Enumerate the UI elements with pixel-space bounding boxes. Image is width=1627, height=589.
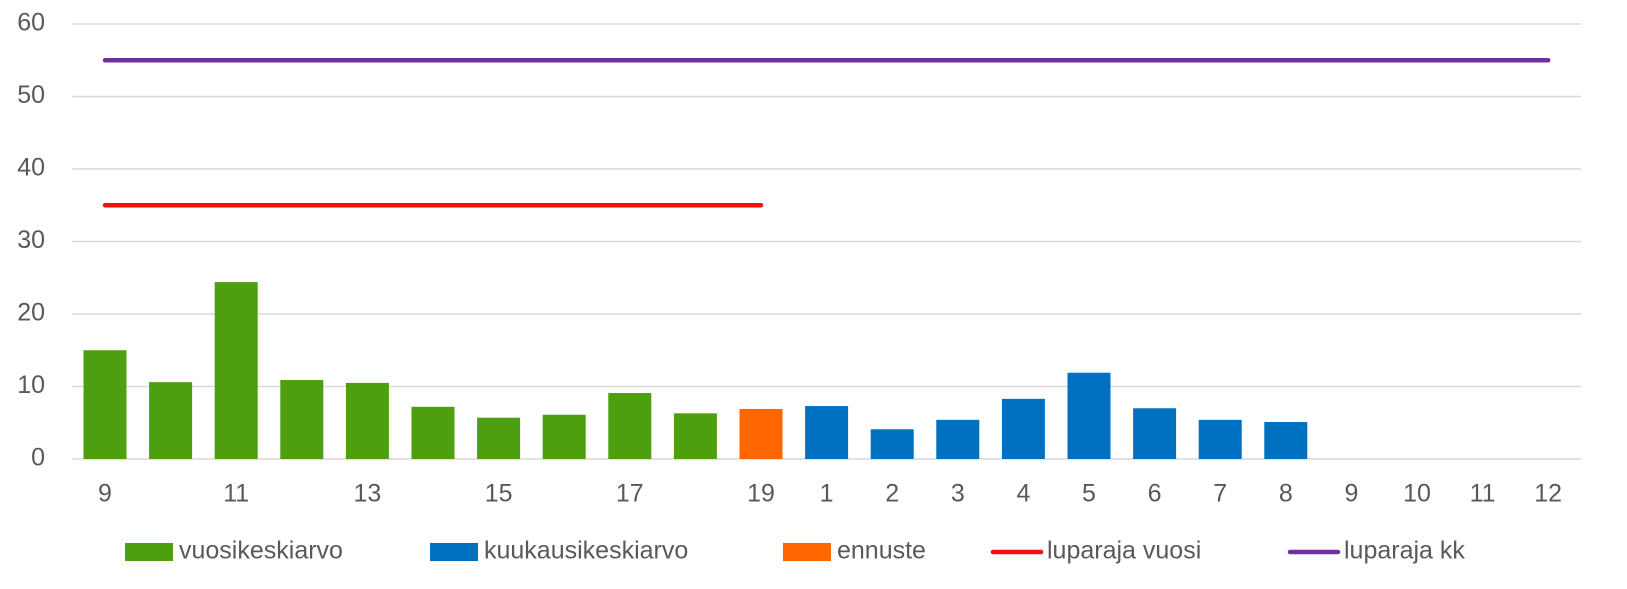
y-tick-label: 0 — [31, 444, 45, 472]
bar — [1067, 372, 1111, 459]
y-tick-label: 30 — [17, 226, 45, 254]
x-tick-label: 5 — [1082, 480, 1096, 508]
x-tick-label: 2 — [885, 480, 899, 508]
x-tick-label: 3 — [951, 480, 965, 508]
y-tick-label: 20 — [17, 299, 45, 327]
x-tick-label: 15 — [485, 480, 513, 508]
bar — [870, 429, 914, 459]
x-tick-label: 7 — [1213, 480, 1227, 508]
bar — [280, 379, 324, 459]
bar — [936, 419, 980, 459]
legend-label: ennuste — [837, 537, 926, 565]
x-tick-label: 17 — [616, 480, 644, 508]
legend-label: luparaja kk — [1344, 537, 1465, 565]
x-tick-label: 8 — [1279, 480, 1293, 508]
bar — [411, 406, 455, 459]
x-tick-label: 13 — [353, 480, 381, 508]
legend-label: luparaja vuosi — [1047, 537, 1201, 565]
bar — [1198, 419, 1242, 459]
x-tick-label: 11 — [223, 480, 249, 508]
bar — [1264, 422, 1308, 459]
y-tick-label: 60 — [17, 9, 45, 37]
x-tick-label: 9 — [98, 480, 112, 508]
bar — [149, 382, 193, 459]
bar — [805, 406, 849, 459]
bar — [1001, 398, 1045, 459]
bar — [542, 414, 586, 459]
bar — [608, 393, 652, 459]
legend-swatch — [430, 543, 478, 561]
bar — [477, 417, 521, 459]
x-tick-label: 19 — [747, 480, 775, 508]
x-tick-label: 6 — [1148, 480, 1162, 508]
legend-swatch — [783, 543, 831, 561]
bar — [673, 413, 717, 459]
bar — [214, 282, 258, 459]
y-tick-label: 50 — [17, 81, 45, 109]
x-tick-label: 4 — [1016, 480, 1030, 508]
y-tick-label: 10 — [17, 371, 45, 399]
bar — [83, 350, 127, 459]
x-tick-label: 12 — [1534, 480, 1562, 508]
x-tick-label: 10 — [1403, 480, 1431, 508]
x-tick-label: 1 — [820, 480, 834, 508]
bar — [1133, 408, 1177, 459]
legend-swatch — [125, 543, 173, 561]
x-tick-label: 11 — [1470, 480, 1496, 508]
legend-label: vuosikeskiarvo — [179, 537, 343, 565]
legend-label: kuukausikeskiarvo — [484, 537, 688, 565]
y-tick-label: 40 — [17, 154, 45, 182]
x-tick-label: 9 — [1344, 480, 1358, 508]
bar — [345, 382, 389, 459]
bar — [739, 408, 783, 459]
